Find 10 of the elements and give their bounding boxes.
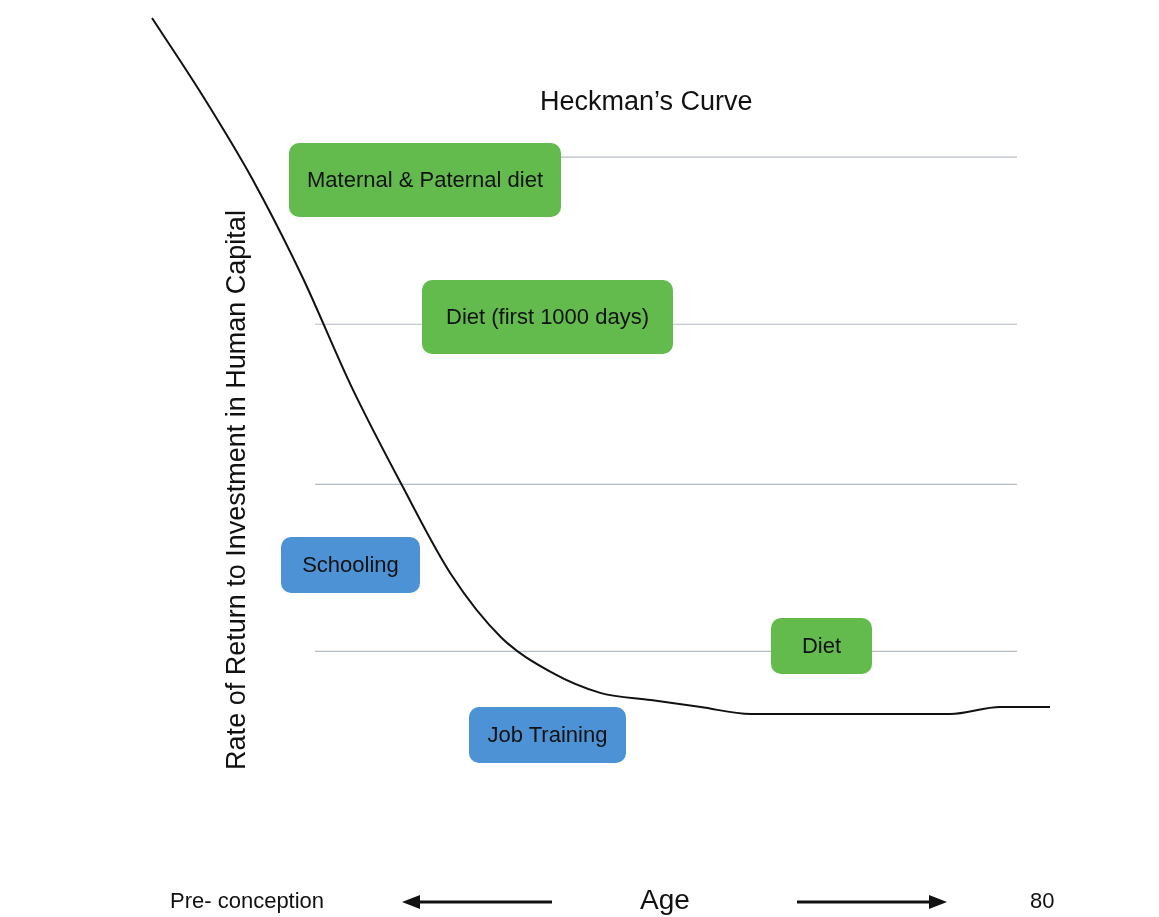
annotation: Maternal & Paternal diet — [289, 143, 561, 217]
annotation: Diet — [771, 618, 872, 674]
annotation: Schooling — [281, 537, 420, 593]
annotation: Diet (first 1000 days) — [422, 280, 673, 354]
text: 80 — [1030, 888, 1055, 914]
text: Heckman’s Curve — [540, 86, 753, 117]
y-axis-title: Rate of Return to Investment in Human Capital — [220, 210, 252, 770]
text: Pre- conception — [170, 888, 325, 914]
text: Job Training — [469, 707, 626, 763]
text: Age — [640, 884, 690, 916]
